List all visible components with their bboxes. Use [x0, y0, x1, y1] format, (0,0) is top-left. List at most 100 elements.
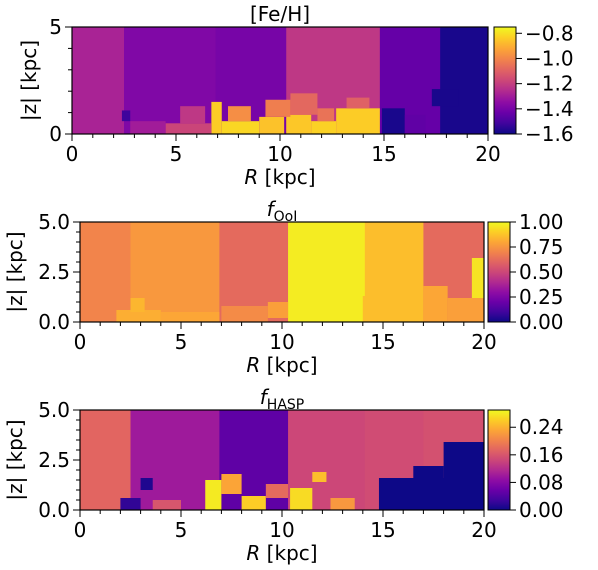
heatmap-cell-12: [330, 498, 355, 510]
colorbar-tick-label: −1.0: [525, 46, 574, 70]
colorbar-tick-label: 0.08: [519, 470, 564, 494]
colorbar-tick-label: 0.75: [519, 235, 564, 259]
heatmap-cell-7: [221, 306, 268, 322]
heatmap-cell-6: [221, 121, 260, 134]
heatmap-area: [80, 222, 484, 322]
heatmap-cell-12: [180, 106, 206, 124]
y-axis-label: |z| [kpc]: [17, 40, 41, 121]
heatmap-cell-13: [265, 484, 289, 498]
x-tick-label: 15: [370, 330, 395, 354]
x-tick-label: 5: [170, 142, 183, 166]
heatmap-cell-6: [160, 312, 220, 322]
colorbar-tick-label: 0.25: [519, 285, 564, 309]
colorbar-gradient: [493, 26, 517, 135]
heatmap-cell-9: [311, 121, 337, 134]
heatmap-column-1: [80, 410, 131, 510]
heatmap-cell-7: [205, 480, 222, 510]
x-tick-label: 0: [66, 142, 79, 166]
y-tick-label: 2.5: [38, 260, 70, 284]
heatmap-area: [72, 27, 488, 134]
heatmap-cell-2: [413, 466, 444, 478]
y-axis-label: |z| [kpc]: [3, 419, 27, 500]
x-tick-label: 0: [74, 518, 87, 542]
colorbar-gradient: [487, 409, 511, 511]
heatmap-area: [80, 410, 484, 510]
heatmap-cell-2: [381, 108, 405, 134]
heatmap-cell-10: [290, 488, 313, 510]
y-tick-label: 5: [49, 15, 62, 39]
heatmap-cell-8: [286, 114, 312, 134]
heatmap-cell-5: [140, 478, 153, 490]
heatmap-cell-1: [423, 286, 448, 322]
x-tick-label: 5: [175, 518, 188, 542]
colorbar-tick-label: 1.00: [519, 210, 564, 234]
colorbar: −0.8−1.0−1.2−1.4−1.6: [493, 21, 574, 146]
x-axis-label: R [kpc]: [246, 541, 317, 565]
heatmap-cell-8: [221, 474, 242, 494]
colorbar-tick-label: −1.6: [525, 122, 574, 146]
heatmap-cell-9: [267, 302, 289, 318]
y-axis-label: |z| [kpc]: [3, 231, 27, 312]
heatmap-cell-1: [431, 89, 459, 107]
heatmap-cell-9: [241, 496, 266, 510]
colorbar-tick-label: −1.4: [525, 97, 574, 121]
colorbar-tick-label: 0.00: [519, 310, 564, 334]
x-tick-label: 10: [267, 142, 292, 166]
x-tick-label: 5: [175, 330, 188, 354]
x-tick-label: 20: [471, 518, 496, 542]
heatmap-cell-3: [404, 114, 426, 134]
panel-1: 0 5 10 15 20 0 5 R [kpc] |z| [kpc] [Fe/H] −0.8−1.0…: [17, 2, 574, 189]
panel-title: fOoI: [267, 197, 298, 225]
panel-2: 0 5 10 15 20 0.0 2.5 5.0 R [kpc] |z| [kpc] fOoI 1.0…: [3, 197, 564, 377]
heatmap-cell-2: [447, 298, 484, 322]
x-tick-label: 20: [475, 142, 500, 166]
heatmap-cell-7: [259, 116, 285, 134]
heatmap-cell-5: [211, 101, 222, 134]
panel-title: fHASP: [260, 385, 304, 413]
colorbar-gradient: [487, 221, 511, 323]
panel-title: [Fe/H]: [250, 2, 310, 26]
x-tick-label: 0: [74, 330, 87, 354]
colorbar-tick-label: −1.2: [525, 72, 574, 96]
heatmap-cell-3: [443, 442, 484, 478]
colorbar-tick-label: 0.50: [519, 260, 564, 284]
y-tick-label: 0.0: [38, 498, 70, 522]
x-tick-label: 10: [269, 330, 294, 354]
heatmap-cell-18: [130, 121, 166, 134]
y-tick-label: 5.0: [38, 210, 70, 234]
y-tick-label: 0: [49, 122, 62, 146]
heatmap-column-6: [440, 27, 488, 134]
heatmap-column-1: [72, 27, 125, 134]
colorbar-tick-label: 0.16: [519, 443, 564, 467]
heatmap-cell-17: [346, 97, 370, 109]
heatmap-cell-3: [471, 258, 484, 298]
heatmap-cell-15: [290, 93, 318, 115]
colorbar-tick-label: −0.8: [525, 21, 574, 45]
x-axis-label: R [kpc]: [244, 165, 315, 189]
x-tick-label: 15: [371, 142, 396, 166]
heatmap-column-4: [288, 222, 366, 322]
x-tick-label: 10: [269, 518, 294, 542]
x-axis-label: R [kpc]: [246, 353, 317, 377]
y-tick-label: 2.5: [38, 448, 70, 472]
heatmap-cell-1: [378, 478, 484, 510]
x-tick-label: 15: [370, 518, 395, 542]
y-tick-label: 5.0: [38, 398, 70, 422]
colorbar: 0.24 0.16 0.08 0.00: [487, 409, 564, 522]
heatmap-column-1: [80, 222, 131, 322]
heatmap-cell-5: [116, 310, 161, 322]
colorbar-tick-label: 0.00: [519, 498, 564, 522]
panel-3: 0 5 10 15 20 0.0 2.5 5.0 R [kpc] |z| [kpc] fHASP 0.…: [3, 385, 564, 565]
colorbar: 1.000.750.500.250.00: [487, 210, 564, 334]
y-tick-label: 0.0: [38, 310, 70, 334]
heatmap-cell-14: [265, 99, 291, 117]
heatmap-cell-11: [165, 123, 212, 134]
heatmap-cell-4: [120, 498, 141, 510]
heatmap-column-2: [130, 222, 220, 322]
heatmap-cell-11: [312, 472, 327, 482]
colorbar-tick-label: 0.24: [519, 415, 564, 439]
heatmap-cell-16: [317, 108, 335, 122]
heatmap-cell-6: [152, 500, 181, 510]
heatmap-cell-8: [130, 298, 145, 312]
